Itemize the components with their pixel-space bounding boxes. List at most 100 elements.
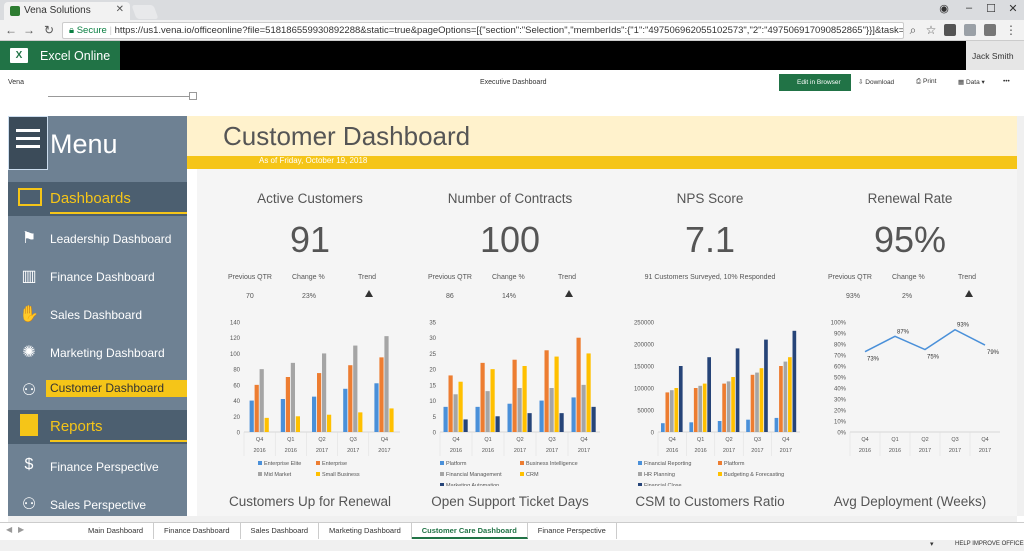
money-hand-icon: $ [24,456,34,473]
sidebar-item-customer[interactable]: ⚇ Customer Dashboard [8,380,187,402]
extension-icon[interactable] [964,24,976,36]
y-tick-label: 0 [433,431,437,437]
print-label: Print [923,78,937,85]
url-input[interactable]: 🔒︎ Secure | https://us1.vena.io/officeon… [62,22,904,39]
sheet-next-icon[interactable]: ▶ [18,525,25,534]
sidebar-item-leadership[interactable]: ⚑ Leadership Dashboard [8,228,187,250]
sidebar-item-finance[interactable]: ▥ Finance Dashboard [8,266,187,288]
back-icon[interactable]: ← [5,23,17,37]
help-improve-office-link[interactable]: HELP IMPROVE OFFICE [955,541,1024,547]
bar [783,361,788,432]
vena-label: Vena [8,79,24,86]
x-year-label: 2016 [482,448,494,454]
y-tick-label: 100000 [634,387,655,393]
bar [264,417,269,432]
extension-icon[interactable] [944,24,956,36]
edit-in-browser-button[interactable]: Edit in Browser [779,74,851,91]
reports-section-header[interactable]: Reports [8,410,187,444]
chart-customers-by-segment: 0 20 40 60 80 100 120 140 Q4 2016 Q1 2016 Q2 2017 Q3 20… [230,321,400,478]
more-options-button[interactable]: ••• [1003,78,1010,85]
zoom-slider-handle[interactable] [189,92,197,100]
legend-swatch [638,472,642,476]
prev-qtr-value: 93% [846,293,861,300]
sheet-tab[interactable]: Main Dashboard [78,523,155,539]
sidebar-item-sales-perspective[interactable]: ⚇ Sales Perspective [8,494,187,516]
chevron-down-icon[interactable]: ▾ [930,541,934,548]
vertical-scrollbar[interactable] [1017,116,1024,516]
sheet-tab[interactable]: Customer Care Dashboard [411,523,528,539]
legend-entry: Mid Market [264,472,292,478]
sheet-prev-icon[interactable]: ◀ [6,525,13,534]
kpi-value: 95% [873,219,947,260]
x-year-label: 2016 [889,448,901,454]
kpi-value: 7.1 [684,219,736,260]
bar [722,383,726,432]
legend-swatch [440,472,444,476]
bar [731,377,735,432]
customers-icon: ⚇ [21,382,37,399]
bottom-kpi-title: Customers Up for Renewal [228,494,392,509]
sheet-tab[interactable]: Marketing Dashboard [319,523,412,539]
finance-icon: ▥ [21,268,37,285]
bar [254,384,259,432]
print-button[interactable]: ⎙ Print [916,78,936,86]
x-year-label: 2016 [285,448,297,454]
sheet-tab[interactable]: Finance Dashboard [154,523,241,539]
sidebar-item-label: Sales Perspective [50,498,147,512]
sidebar-item-marketing[interactable]: ✺ Marketing Dashboard [8,342,187,364]
y-tick-label: 150000 [634,365,655,371]
kpi-contracts: Number of Contracts 100 Previous QTR Cha… [410,169,610,516]
bar [358,412,363,432]
dashboards-section-header[interactable]: Dashboards [8,182,187,216]
y-tick-label: 20% [834,409,847,415]
extension-icon[interactable] [984,24,996,36]
download-button[interactable]: ⇩ Download [858,78,894,86]
y-tick-label: 40 [233,399,240,405]
secure-label: Secure [76,25,107,36]
bar [517,388,522,432]
user-name[interactable]: Jack Smith [966,41,1024,70]
bar [475,406,480,432]
hamburger-menu-icon[interactable] [8,116,48,170]
new-tab-button[interactable] [131,5,159,19]
x-tick-label: Q4 [580,437,587,443]
y-tick-label: 200000 [634,343,655,349]
kpi-value: 100 [479,219,541,260]
close-window-icon[interactable]: ✕ [1008,3,1018,15]
data-menu-button[interactable]: ▦ Data ▾ [958,79,985,86]
x-tick-label: Q2 [516,437,523,443]
sidebar-item-finance-perspective[interactable]: $ Finance Perspective [8,456,187,478]
x-year-label: 2017 [316,448,328,454]
prev-qtr-label: Previous QTR [228,274,272,281]
bookmark-star-icon[interactable]: ☆ [925,23,937,37]
x-tick-label: Q4 [669,437,676,443]
browser-menu-icon[interactable]: ⋮ [1005,23,1017,37]
change-value: 23% [302,293,317,300]
trend-label: Trend [558,274,577,281]
bar [458,381,463,432]
bar [480,362,485,432]
bar [669,390,674,432]
y-tick-label: 0 [237,431,241,437]
lightbulb-icon: ✺ [22,344,36,361]
bar [554,356,559,432]
sheet-tab[interactable]: Finance Perspective [527,523,617,539]
sidebar-item-sales[interactable]: ✋ Sales Dashboard [8,304,187,326]
browser-tab[interactable]: Vena Solutions ✕ [4,2,130,20]
zoom-icon[interactable]: ⌕ [909,23,917,37]
sheet-tab[interactable]: Sales Dashboard [240,523,320,539]
profile-icon[interactable]: ◉ [939,3,949,15]
close-tab-icon[interactable]: ✕ [115,4,124,15]
forward-icon[interactable]: → [23,23,35,37]
horizontal-scrollbar[interactable] [8,516,1017,522]
kpi-nps: NPS Score 7.1 91 Customers Surveyed, 10%… [610,169,810,516]
maximize-icon[interactable]: ☐ [986,3,996,15]
zoom-slider-track[interactable] [48,96,194,97]
excel-brand[interactable]: X Excel Online [0,41,120,70]
legend-swatch [638,483,642,486]
data-label: 75% [927,355,940,361]
minimize-icon[interactable]: – [965,2,973,14]
reload-icon[interactable]: ↻ [43,23,55,37]
data-label: 93% [957,323,970,329]
bar [259,369,264,432]
